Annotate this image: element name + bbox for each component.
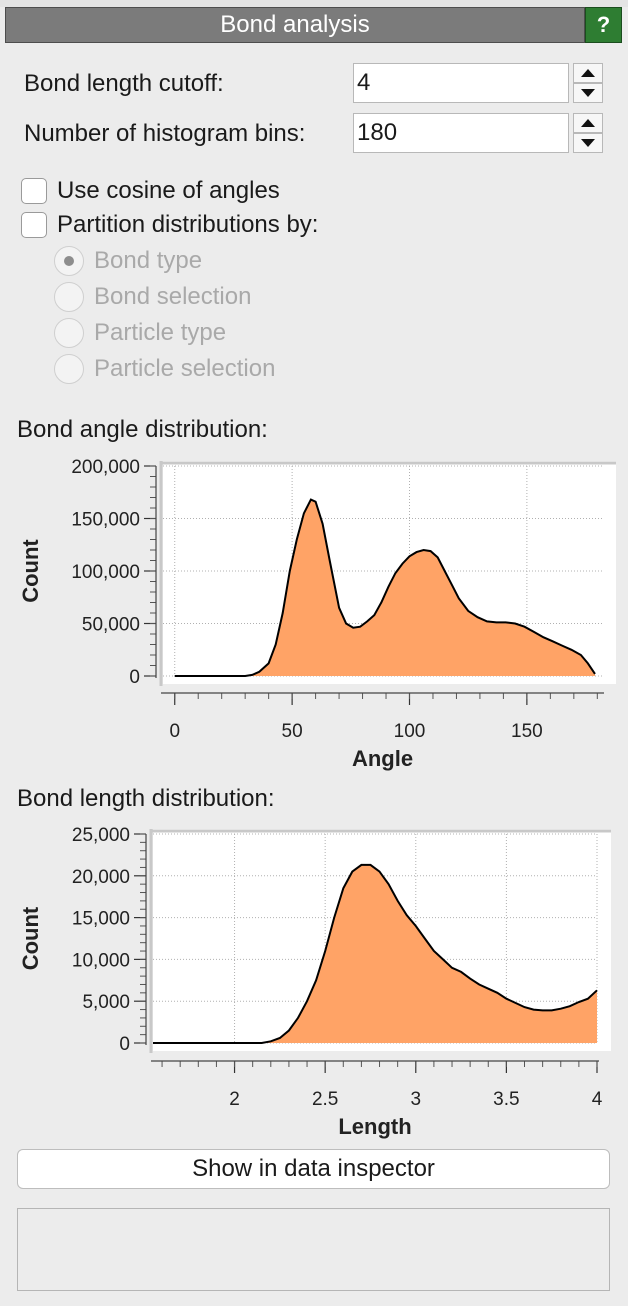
x-tick-label: 150: [511, 721, 543, 742]
status-area: [17, 1208, 610, 1291]
radio-label-bond-selection: Bond selection: [94, 283, 252, 310]
x-tick-label: 3.5: [493, 1089, 519, 1110]
bins-input[interactable]: 180: [353, 113, 569, 153]
series-area: [153, 864, 597, 1043]
radio-label-bond-type: Bond type: [94, 247, 203, 274]
y-tick-label: 200,000: [71, 457, 140, 478]
radio-selected-dot: [64, 256, 74, 266]
y-axis-label: Count: [18, 539, 43, 603]
series-line: [174, 498, 596, 677]
radio-label-particle-selection: Particle selection: [94, 355, 276, 382]
x-axis-label: Length: [338, 1114, 411, 1139]
y-tick-label: 25,000: [72, 825, 130, 846]
series-area: [174, 499, 595, 676]
bond-length-chart: 2 2.5 3 3.5 4 0 5,000 10,000 15,000 20,000 25,000 L…: [18, 825, 611, 1139]
question-mark-icon: ?: [596, 12, 611, 37]
y-tick-label: 150,000: [71, 510, 140, 531]
radio-particle-selection[interactable]: [54, 354, 84, 384]
radio-bond-type[interactable]: [54, 246, 84, 276]
y-tick-label: 15,000: [72, 909, 130, 930]
arrow-up-icon: [581, 119, 595, 127]
partition-label: Partition distributions by:: [57, 211, 319, 238]
y-tick-label: 10,000: [72, 950, 130, 971]
arrow-down-icon: [581, 139, 595, 147]
cutoff-decrement-button[interactable]: [573, 83, 603, 103]
help-button[interactable]: ?: [585, 7, 622, 43]
partition-checkbox[interactable]: [21, 212, 47, 238]
cosine-checkbox[interactable]: [21, 178, 47, 204]
x-tick-label: 2: [229, 1089, 240, 1110]
arrow-up-icon: [581, 69, 595, 77]
x-tick-label: 3: [410, 1089, 421, 1110]
x-tick-label: 0: [169, 721, 180, 742]
x-tick-label: 4: [592, 1089, 603, 1110]
x-tick-label: 100: [394, 721, 426, 742]
x-tick-label: 2.5: [312, 1089, 338, 1110]
cosine-label: Use cosine of angles: [57, 177, 280, 204]
y-tick-label: 100,000: [71, 562, 140, 583]
bond-angle-chart: 0 50 100 150 0 50,000 100,000 150,000 200,000 Ang…: [18, 457, 616, 771]
y-tick-label: 0: [129, 667, 140, 688]
bins-increment-button[interactable]: [573, 113, 603, 133]
y-axis-label: Count: [18, 906, 43, 970]
arrow-down-icon: [581, 89, 595, 97]
y-tick-label: 0: [119, 1034, 130, 1055]
panel-title: Bond analysis: [220, 11, 370, 38]
bins-decrement-button[interactable]: [573, 133, 603, 153]
panel-title-bar: Bond analysis: [5, 7, 585, 43]
radio-bond-selection[interactable]: [54, 282, 84, 312]
radio-particle-type[interactable]: [54, 318, 84, 348]
cutoff-increment-button[interactable]: [573, 63, 603, 83]
show-in-data-inspector-button[interactable]: Show in data inspector: [17, 1149, 610, 1189]
y-tick-label: 50,000: [82, 615, 140, 636]
bins-label: Number of histogram bins:: [24, 120, 306, 147]
y-tick-label: 20,000: [72, 867, 130, 888]
y-tick-label: 5,000: [82, 992, 130, 1013]
cutoff-label: Bond length cutoff:: [24, 70, 224, 97]
x-tick-label: 50: [282, 721, 303, 742]
length-section-label: Bond length distribution:: [17, 785, 275, 812]
cutoff-input[interactable]: 4: [353, 63, 569, 103]
radio-label-particle-type: Particle type: [94, 319, 227, 346]
top-strip: [0, 0, 628, 7]
x-axis-label: Angle: [352, 746, 413, 771]
series-line: [153, 863, 598, 1044]
angle-section-label: Bond angle distribution:: [17, 416, 268, 443]
